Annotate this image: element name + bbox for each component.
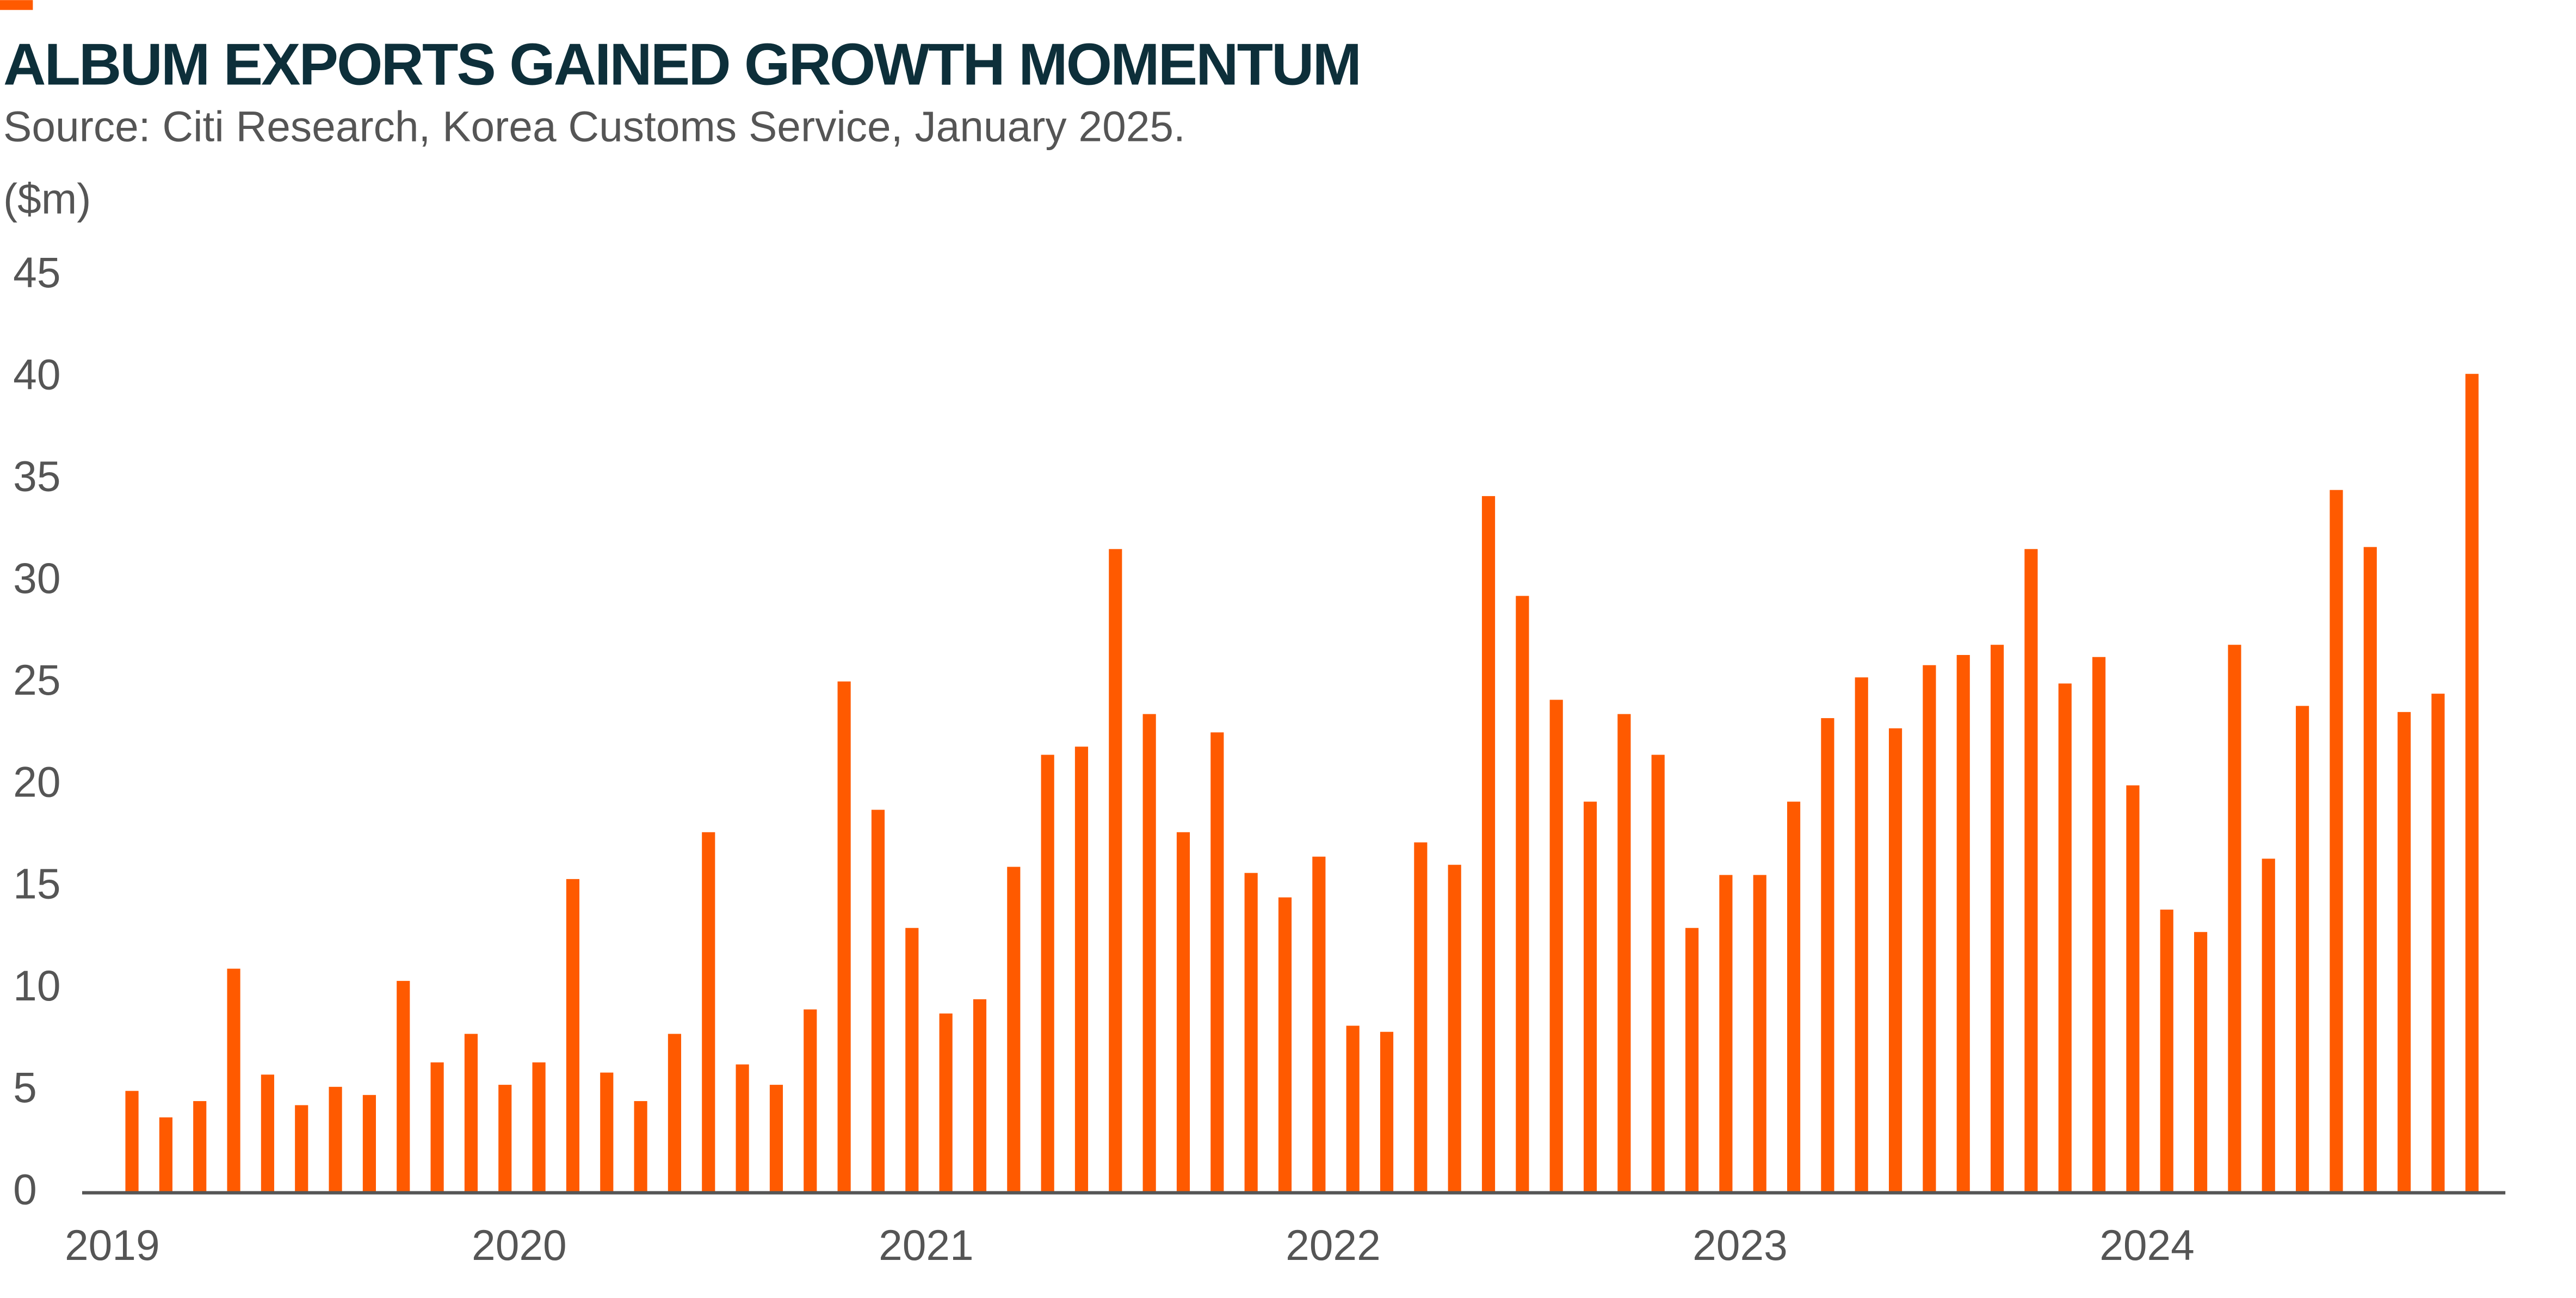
- bar: [1312, 856, 1326, 1193]
- bar: [1990, 645, 2004, 1193]
- bar: [804, 1009, 817, 1193]
- bar: [1007, 867, 1021, 1193]
- bar: [1855, 677, 1868, 1193]
- chart-title: ALBUM EXPORTS GAINED GROWTH MOMENTUM: [3, 32, 1360, 98]
- x-tick-label: 2023: [1692, 1221, 1788, 1269]
- bar: [498, 1085, 512, 1193]
- y-tick-label: 10: [13, 962, 60, 1010]
- bar: [2126, 785, 2140, 1193]
- bar: [1380, 1031, 1394, 1193]
- bar: [464, 1034, 478, 1193]
- y-tick-label: 15: [13, 860, 60, 908]
- bar: [2058, 683, 2072, 1193]
- bar: [261, 1074, 274, 1193]
- bar: [1516, 596, 1529, 1193]
- bar: [634, 1101, 647, 1193]
- bar: [702, 832, 715, 1193]
- y-tick-label: 40: [13, 350, 60, 398]
- bar: [125, 1091, 139, 1193]
- bar: [1923, 665, 1936, 1193]
- bar: [1821, 718, 1834, 1193]
- bar: [362, 1095, 376, 1193]
- bar: [1549, 700, 1563, 1193]
- bar: [939, 1013, 953, 1193]
- x-tick-label: 2019: [65, 1221, 160, 1269]
- bar: [2262, 858, 2275, 1193]
- bar: [2363, 547, 2377, 1193]
- bar: [397, 981, 410, 1193]
- bar: [430, 1062, 444, 1193]
- bar: [1888, 728, 1902, 1193]
- bar: [1651, 755, 1665, 1193]
- bar: [1176, 832, 1190, 1193]
- bar: [2330, 490, 2343, 1193]
- y-tick-label: 20: [13, 758, 60, 806]
- bar: [2296, 706, 2309, 1193]
- bar: [1142, 714, 1156, 1193]
- bar: [600, 1072, 614, 1193]
- bar: [2024, 549, 2038, 1193]
- x-tick-label: 2021: [879, 1221, 974, 1269]
- bar: [1583, 801, 1597, 1193]
- bar: [905, 928, 919, 1193]
- bar: [769, 1085, 783, 1193]
- y-tick-label: 0: [13, 1165, 37, 1213]
- bar: [2092, 657, 2106, 1193]
- bar: [2228, 645, 2241, 1193]
- chart-subtitle: Source: Citi Research, Korea Customs Ser…: [3, 102, 1185, 150]
- y-tick-label: 45: [13, 249, 60, 296]
- bar: [1787, 801, 1801, 1193]
- bar: [1719, 875, 1733, 1193]
- bar: [295, 1105, 308, 1193]
- bar: [2194, 932, 2208, 1193]
- y-tick-label: 25: [13, 656, 60, 704]
- bar: [736, 1064, 749, 1193]
- x-tick-label: 2020: [472, 1221, 567, 1269]
- y-axis-label: ($m): [3, 175, 91, 222]
- bar: [159, 1117, 172, 1193]
- x-tick-label: 2024: [2099, 1221, 2195, 1269]
- bar: [1753, 875, 1766, 1193]
- bar: [2398, 712, 2411, 1193]
- bar: [1109, 549, 1122, 1193]
- bar: [1244, 873, 1258, 1193]
- bar: [1956, 654, 1970, 1193]
- y-tick-label: 35: [13, 453, 60, 500]
- bar: [532, 1062, 546, 1193]
- bar: [871, 809, 885, 1193]
- bar: [2431, 694, 2445, 1193]
- bar: [1617, 714, 1631, 1193]
- bar: [837, 681, 851, 1193]
- bar: [668, 1034, 682, 1193]
- bar: [1074, 746, 1089, 1193]
- bar: [2465, 374, 2479, 1193]
- bar: [973, 999, 987, 1193]
- bar: [566, 879, 580, 1193]
- bar: [1041, 755, 1054, 1193]
- x-tick-label: 2022: [1286, 1221, 1381, 1269]
- bar: [329, 1086, 342, 1193]
- y-tick-label: 30: [13, 554, 60, 602]
- bar: [193, 1101, 207, 1193]
- bar: [1685, 928, 1699, 1193]
- bar: [1448, 864, 1461, 1193]
- accent-bar: [0, 0, 33, 10]
- bar: [227, 968, 240, 1193]
- bar: [2160, 910, 2173, 1193]
- bar: [1414, 842, 1428, 1193]
- bar: [1210, 732, 1224, 1193]
- y-tick-label: 5: [13, 1064, 37, 1111]
- bar: [1346, 1025, 1360, 1193]
- bar: [1481, 496, 1496, 1193]
- bar: [1278, 897, 1292, 1193]
